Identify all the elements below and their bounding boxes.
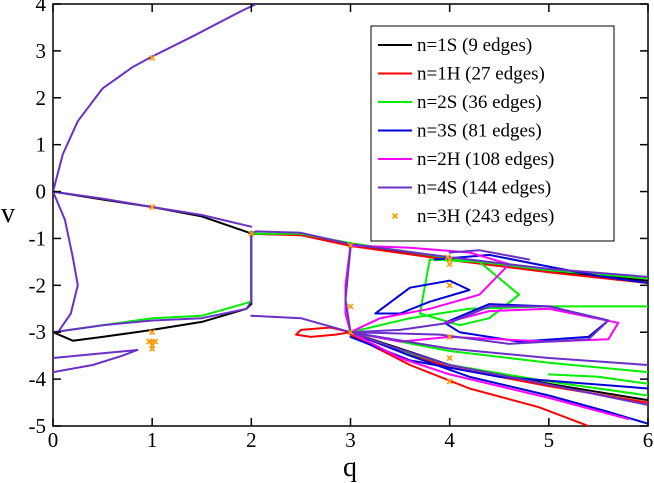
y-tick-label: -2 — [29, 273, 47, 297]
y-tick-label: -4 — [29, 367, 47, 391]
series-line — [349, 331, 630, 420]
series-line — [53, 300, 253, 334]
x-tick-label: 0 — [48, 428, 59, 452]
legend-entry: n=2H (108 edges) — [378, 149, 554, 170]
data-point — [347, 242, 354, 249]
legend: n=1S (9 edges) n=1H (27 edges) n=2S (36 ed… — [370, 25, 615, 242]
x-tick-label: 3 — [345, 428, 356, 452]
series-line — [349, 333, 590, 426]
ticks-layer: 0 1 2 3 4 5 6 4 3 2 1 0 -1 -2 -3 -4 -5 — [29, 0, 654, 452]
legend-label: n=2S (36 edges) — [417, 92, 542, 113]
x-tick-label: 2 — [246, 428, 257, 452]
series-line — [349, 331, 648, 406]
data-point — [149, 54, 156, 61]
legend-label: n=1S (9 edges) — [417, 35, 532, 56]
series-line — [418, 258, 521, 327]
data-point — [248, 230, 255, 237]
data-point — [152, 338, 159, 345]
x-tick-label: 6 — [643, 428, 654, 452]
y-tick-label: 4 — [36, 0, 47, 16]
x-axis-title: q — [343, 452, 357, 483]
legend-entry: n=3H (243 edges) — [391, 206, 554, 227]
y-tick-label: -1 — [29, 226, 47, 250]
series-line — [349, 244, 511, 334]
legend-entry: n=4S (144 edges) — [378, 178, 551, 199]
legend-label: n=3H (243 edges) — [417, 206, 554, 227]
data-point — [347, 303, 354, 310]
x-tick-label: 1 — [147, 428, 158, 452]
series-line — [250, 314, 352, 334]
data-point — [444, 254, 451, 261]
data-point — [146, 338, 153, 345]
series-line — [53, 190, 79, 334]
data-point — [446, 333, 453, 340]
legend-label: n=2H (108 edges) — [417, 149, 554, 170]
legend-label: n=3S (81 edges) — [417, 121, 542, 142]
y-axis-title: v — [1, 198, 15, 229]
series-line — [349, 305, 648, 334]
data-point — [446, 354, 453, 362]
series-line — [547, 373, 648, 385]
series-line — [433, 253, 648, 284]
data-point — [446, 282, 453, 289]
data-point — [149, 345, 156, 352]
series-line — [250, 232, 648, 284]
series-line — [349, 331, 648, 366]
series-line — [448, 249, 530, 261]
series-line — [250, 230, 648, 278]
series-6 — [53, 4, 648, 406]
legend-entry: n=3S (81 edges) — [378, 121, 542, 142]
data-point — [347, 329, 354, 336]
series-7 — [146, 54, 453, 385]
series-line — [53, 349, 139, 374]
series-line — [349, 331, 648, 425]
legend-box — [370, 25, 615, 242]
data-point — [149, 329, 156, 336]
y-tick-label: 2 — [36, 86, 47, 110]
x-tick-label: 4 — [444, 428, 455, 452]
legend-label: n=1H (27 edges) — [417, 64, 545, 85]
y-tick-label: 0 — [36, 180, 47, 204]
series-line — [53, 4, 258, 193]
legend-entry: n=2S (36 edges) — [378, 92, 542, 113]
x-tick-label: 5 — [544, 428, 555, 452]
legend-swatch — [391, 212, 399, 220]
y-tick-label: -5 — [29, 414, 47, 438]
series-line — [344, 246, 352, 334]
series-line — [53, 190, 253, 235]
data-point — [446, 261, 453, 268]
series-line — [53, 349, 139, 359]
legend-label: n=4S (144 edges) — [417, 178, 551, 199]
data-point — [446, 378, 453, 385]
series-line — [349, 305, 610, 345]
y-tick-label: 1 — [36, 133, 47, 157]
y-tick-label: -3 — [29, 320, 47, 344]
data-point — [149, 203, 156, 211]
y-tick-label: 3 — [36, 39, 47, 63]
series-2 — [250, 232, 648, 426]
series-layer — [53, 4, 648, 426]
legend-entry: n=1S (9 edges) — [378, 35, 532, 56]
legend-entry: n=1H (27 edges) — [378, 64, 545, 85]
